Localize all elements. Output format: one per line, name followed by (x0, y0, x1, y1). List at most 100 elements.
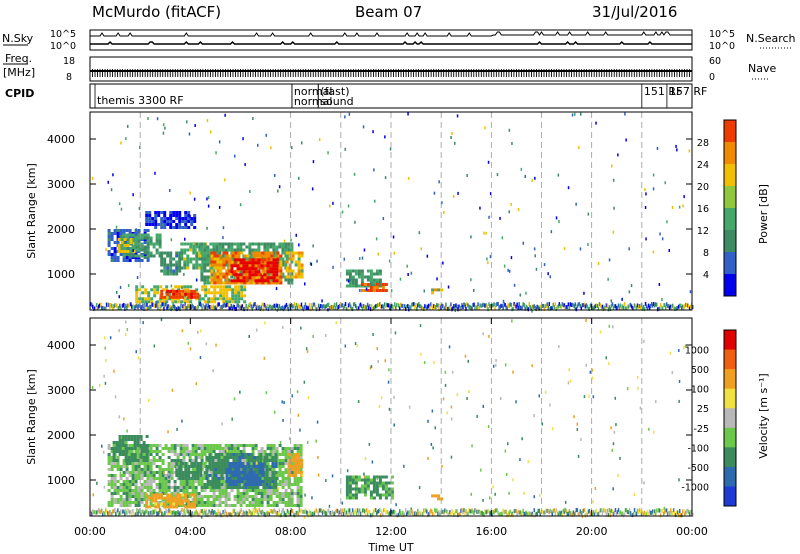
colorbar-tick: 8 (703, 248, 709, 259)
cpid-entry: (fast) (320, 85, 349, 98)
colorbar-tick: 20 (697, 182, 709, 193)
cpid-entry: 151 RF (644, 85, 682, 98)
nsky-tick-top: 10^5 (50, 29, 76, 40)
noise-points (91, 318, 687, 519)
data-region (145, 493, 197, 509)
velocity-panel: 1000 2000 3000 4000 Slant Range [km] (25, 317, 694, 519)
colorbar-segment (724, 164, 736, 187)
colorbar-segment (724, 369, 736, 390)
colorbar-tick: 4 (703, 270, 709, 281)
colorbar-segment (724, 208, 736, 231)
time-axis: 00:00 04:00 08:00 12:00 16:00 20:00 00:00 (74, 304, 708, 538)
colorbar-segment (724, 274, 736, 297)
colorbar-segment (724, 186, 736, 209)
colorbar-segment (724, 120, 736, 143)
data-region (160, 289, 200, 299)
cpid-entry: themis 3300 RF (97, 94, 184, 107)
data-region (230, 258, 279, 283)
data-region (225, 462, 265, 486)
xtick-label: 00:00 (74, 525, 106, 538)
power-panel: 1000 2000 3000 4000 Slant Range [km] (25, 111, 694, 313)
xtick-label: 12:00 (375, 525, 407, 538)
beam-title: Beam 07 (355, 3, 422, 21)
xaxis-label: Time UT (367, 541, 413, 554)
ytick-label: 1000 (47, 474, 75, 487)
freq-tick-bottom: 8 (66, 72, 72, 83)
power-colorbar: 28 24 20 16 12 8 4 (697, 119, 737, 297)
velocity-colorbar-label: Velocity [m s⁻¹] (757, 373, 770, 458)
ytick-label: 4000 (47, 339, 75, 352)
freq-unit-label: [MHz] (3, 66, 35, 79)
xtick-label: 00:00 (676, 525, 708, 538)
xtick-label: 20:00 (576, 525, 608, 538)
power-ylabel: Slant Range [km] (25, 163, 38, 259)
colorbar-segment (724, 466, 736, 487)
ytick-label: 3000 (47, 178, 75, 191)
colorbar-tick: 24 (697, 160, 709, 171)
nave-tick-bottom: 0 (709, 72, 715, 83)
colorbar-tick: 28 (697, 138, 709, 149)
cpid-row: CPID themis 3300 RF normalnormal(fast)sou… (5, 83, 707, 109)
cpid-entry: normal (294, 95, 333, 108)
colorbar-tick: -25 (693, 424, 709, 435)
colorbar-tick: 1000 (685, 346, 709, 357)
freq-label: Freq. (5, 52, 32, 65)
colorbar-tick: 12 (697, 226, 709, 237)
nave-tick-top: 60 (709, 56, 721, 67)
cpid-label: CPID (5, 87, 34, 100)
colorbar-segment (724, 349, 736, 370)
colorbar-tick: 25 (697, 404, 709, 415)
ytick-label: 2000 (47, 429, 75, 442)
ytick-label: 4000 (47, 133, 75, 146)
colorbar-segment (724, 388, 736, 409)
colorbar-tick: 16 (697, 204, 709, 215)
xtick-label: 04:00 (174, 525, 206, 538)
nsearch-tick-top: 10^5 (709, 29, 735, 40)
noise-points (91, 112, 692, 313)
freq-panel: Freq. [MHz] 18 8 60 0 Nave (3, 52, 776, 83)
nsky-tick-bottom: 10^0 (50, 41, 76, 52)
date-title: 31/Jul/2016 (592, 3, 677, 21)
colorbar-segment (724, 330, 736, 351)
data-region (175, 462, 203, 480)
ytick-label: 3000 (47, 384, 75, 397)
station-title: McMurdo (fitACF) (92, 3, 221, 21)
data-region (160, 251, 182, 276)
xtick-label: 16:00 (475, 525, 507, 538)
power-colorbar-label: Power [dB] (757, 184, 770, 244)
colorbar-tick: -1000 (681, 482, 709, 493)
velocity-ylabel: Slant Range [km] (25, 369, 38, 465)
ytick-label: 1000 (47, 268, 75, 281)
nsky-label: N.Sky (2, 32, 34, 45)
colorbar-segment (724, 486, 736, 507)
velocity-colorbar: 1000 500 100 25 -25 -100 -500 -1000 (681, 329, 737, 507)
colorbar-segment (724, 230, 736, 253)
freq-tick-top: 18 (63, 56, 75, 67)
nave-label: Nave (748, 62, 776, 75)
data-region (360, 283, 388, 292)
data-region (285, 251, 304, 279)
nsky-panel: N.Sky 10^5 10^0 10^5 10^0 N.Search (2, 29, 796, 52)
xtick-label: 08:00 (275, 525, 307, 538)
ground-band (90, 301, 694, 312)
data-region (112, 435, 149, 462)
colorbar-tick: 500 (691, 365, 709, 376)
cpid-entry: normal (294, 85, 333, 98)
colorbar-tick: -500 (687, 463, 709, 474)
nsearch-tick-bottom: 10^0 (709, 41, 735, 52)
colorbar-segment (724, 447, 736, 468)
colorbar-segment (724, 252, 736, 275)
colorbar-tick: -100 (687, 443, 709, 454)
data-region (431, 494, 444, 501)
colorbar-tick: 100 (691, 385, 709, 396)
colorbar-segment (724, 142, 736, 165)
colorbar-segment (724, 427, 736, 448)
nsearch-label: N.Search (746, 32, 796, 45)
data-region (431, 288, 444, 295)
cpid-entry: 157 RF (669, 85, 707, 98)
cpid-entry: sound (320, 95, 353, 108)
data-region (117, 238, 136, 253)
data-region (345, 475, 394, 500)
data-region (145, 211, 197, 229)
